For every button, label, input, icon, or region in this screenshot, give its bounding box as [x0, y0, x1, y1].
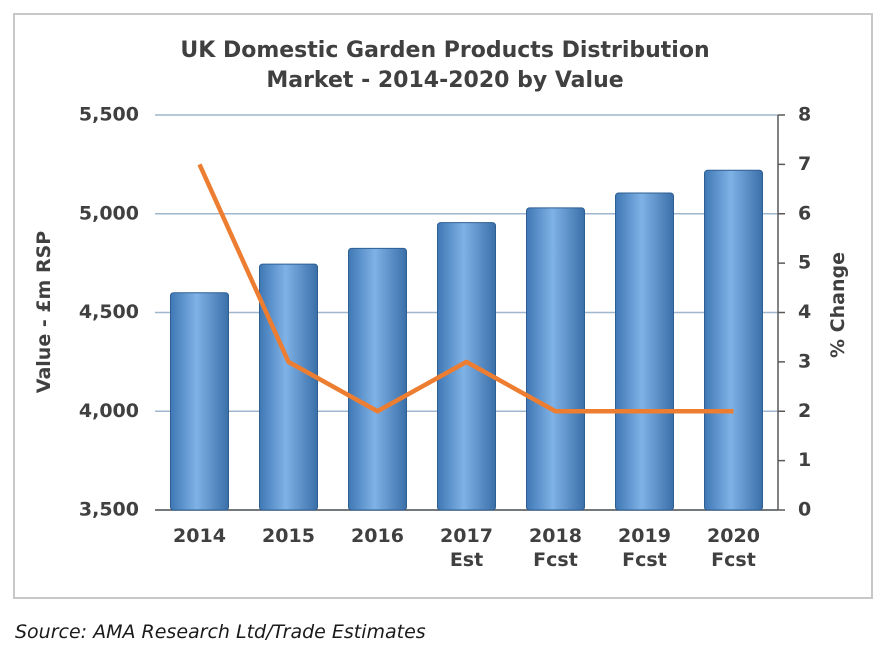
x-tick-label: 2014 [173, 525, 226, 547]
y-tick-label: 5,000 [79, 202, 139, 224]
y2-axis-title: % Change [827, 252, 849, 358]
source-note: Source: AMA Research Ltd/Trade Estimates [15, 621, 426, 643]
y-tick-label: 4,000 [79, 400, 139, 422]
y2-tick-label: 8 [798, 104, 811, 126]
bar [437, 222, 496, 511]
bar [170, 292, 229, 511]
y2-tick-label: 0 [798, 499, 811, 521]
bar [704, 169, 763, 511]
y2-tick-label: 7 [798, 153, 811, 175]
x-tick-label: 2016 [351, 525, 404, 547]
y-tick-label: 4,500 [79, 301, 139, 323]
x-tick-label: 2017 Est [440, 525, 493, 571]
y2-tick-label: 2 [798, 400, 811, 422]
x-tick-label: 2018 Fcst [529, 525, 582, 571]
x-tick-label: 2020 Fcst [707, 525, 760, 571]
y2-tick-label: 6 [798, 202, 811, 224]
x-tick-label: 2015 [262, 525, 315, 547]
y2-tick-label: 1 [798, 449, 811, 471]
bar [348, 247, 407, 511]
x-tick-label: 2019 Fcst [618, 525, 671, 571]
bar [615, 192, 674, 511]
y-tick-label: 5,500 [79, 104, 139, 126]
line [197, 163, 734, 414]
y2-tick-label: 3 [798, 350, 811, 372]
bar [259, 263, 318, 511]
y2-tick-label: 4 [798, 301, 811, 323]
y2-tick-label: 5 [798, 252, 811, 274]
bar [526, 207, 585, 511]
y-tick-label: 3,500 [79, 499, 139, 521]
chart-title: UK Domestic Garden Products Distribution… [180, 38, 710, 93]
y-axis-title: Value - £m RSP [33, 231, 55, 393]
